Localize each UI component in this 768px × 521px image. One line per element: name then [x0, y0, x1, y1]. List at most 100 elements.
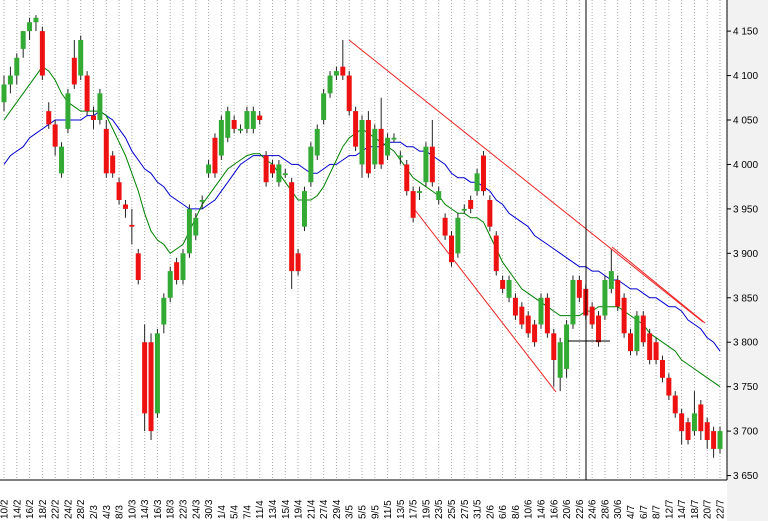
candle-body — [1, 84, 7, 103]
candle-body — [359, 120, 365, 165]
candle-body — [385, 137, 391, 156]
candle-body — [525, 315, 531, 334]
x-tick-label: 25/5 — [447, 499, 458, 519]
x-tick-label: 24/6 — [588, 499, 599, 519]
candle-body — [148, 342, 154, 432]
candle-body — [621, 297, 627, 334]
trend-line — [414, 209, 557, 393]
candle-body — [404, 164, 410, 192]
candle-body — [78, 40, 84, 76]
candle-body — [154, 333, 160, 414]
candle-body — [391, 137, 397, 140]
candle-body — [218, 120, 224, 156]
x-tick-label: 5/4 — [230, 505, 241, 519]
x-tick-label: 8/7 — [652, 505, 663, 519]
candle-body — [474, 173, 480, 192]
candle-body — [180, 253, 186, 280]
candle-body — [634, 315, 640, 352]
y-tick-label: 3 950 — [733, 204, 758, 215]
candle-body — [27, 22, 33, 32]
candle-body — [250, 111, 256, 129]
candle-body — [551, 333, 557, 360]
y-tick-label: 3 650 — [733, 471, 758, 482]
candle-body — [301, 191, 307, 227]
candle-body — [174, 262, 180, 280]
x-tick-label: 31/5 — [473, 499, 484, 519]
candle-body — [653, 342, 659, 360]
x-tick-label: 8/6 — [511, 505, 522, 519]
candle-body — [532, 324, 538, 343]
y-tick-label: 3 900 — [733, 249, 758, 260]
candle-body — [103, 128, 109, 174]
x-tick-label: 11/5 — [383, 500, 394, 519]
x-tick-label: 18/2 — [38, 499, 49, 519]
candle-body — [308, 146, 314, 183]
candle-body — [110, 155, 116, 174]
x-tick-label: 17/5 — [409, 499, 420, 519]
candle-body — [33, 17, 39, 23]
candle-body — [672, 395, 678, 414]
candle-body — [59, 146, 65, 174]
y-tick-label: 3 700 — [733, 427, 758, 438]
candle-body — [717, 431, 723, 449]
candle-body — [289, 182, 295, 272]
x-tick-label: 10/3 — [127, 499, 138, 519]
candle-body — [640, 315, 646, 343]
candle-body — [449, 235, 454, 263]
candle-body — [212, 137, 218, 174]
x-tick-label: 14/7 — [677, 499, 688, 519]
candle-body — [679, 413, 685, 432]
x-tick-label: 4/3 — [102, 505, 113, 519]
candle-body — [206, 164, 212, 174]
y-tick-label: 4 150 — [733, 27, 758, 38]
x-tick-label: 13/5 — [396, 499, 407, 519]
x-tick-label: 6/7 — [639, 505, 650, 519]
x-tick-label: 5/5 — [358, 505, 369, 519]
candle-body — [455, 217, 461, 254]
x-tick-label: 28/6 — [600, 499, 611, 519]
x-tick-label: 20/7 — [703, 499, 714, 519]
x-tick-label: 14/3 — [140, 499, 151, 519]
candle-body — [84, 75, 90, 112]
x-tick-label: 9/5 — [370, 505, 381, 519]
candle-body — [691, 413, 697, 432]
x-tick-label: 27/4 — [319, 499, 330, 519]
candle-body — [557, 342, 563, 378]
trend-line — [611, 246, 706, 324]
candle-body — [576, 280, 582, 298]
x-tick-label: 16/2 — [25, 499, 36, 519]
candle-body — [46, 111, 52, 125]
x-tick-label: 1/4 — [217, 505, 228, 519]
candle-body — [512, 297, 518, 316]
candle-body — [615, 280, 621, 307]
x-tick-label: 16/6 — [549, 499, 560, 519]
x-tick-label: 24/3 — [191, 499, 202, 519]
candle-body — [544, 297, 550, 334]
candle-body — [346, 75, 352, 112]
candle-body — [186, 208, 192, 254]
candle-body — [564, 324, 570, 369]
labels: 3 650 3 700 3 750 3 800 3 850 3 900 3 950 4 000… — [0, 27, 758, 519]
x-tick-label: 10/2 — [0, 499, 11, 519]
candle-body — [570, 280, 576, 325]
candle-body — [628, 333, 633, 352]
candle-body — [397, 155, 403, 158]
trend-line — [348, 39, 704, 323]
x-tick-label: 22/7 — [716, 499, 727, 519]
x-tick-label: 27/5 — [460, 499, 471, 519]
candle-body — [468, 200, 474, 209]
candle-body — [365, 120, 371, 174]
candle-body — [704, 422, 710, 440]
candle-body — [135, 253, 141, 280]
candle-body — [327, 75, 333, 94]
y-tick-label: 4 000 — [733, 160, 758, 171]
candle-body — [698, 404, 704, 432]
candle-body — [436, 191, 442, 200]
x-tick-label: 21/4 — [306, 499, 317, 519]
x-tick-label: 20/6 — [562, 499, 573, 519]
candle-body — [500, 280, 506, 289]
x-tick-label: 23/5 — [434, 499, 445, 519]
candle-body — [333, 71, 339, 76]
axis-panel — [727, 0, 768, 521]
x-tick-label: 10/6 — [524, 499, 535, 519]
